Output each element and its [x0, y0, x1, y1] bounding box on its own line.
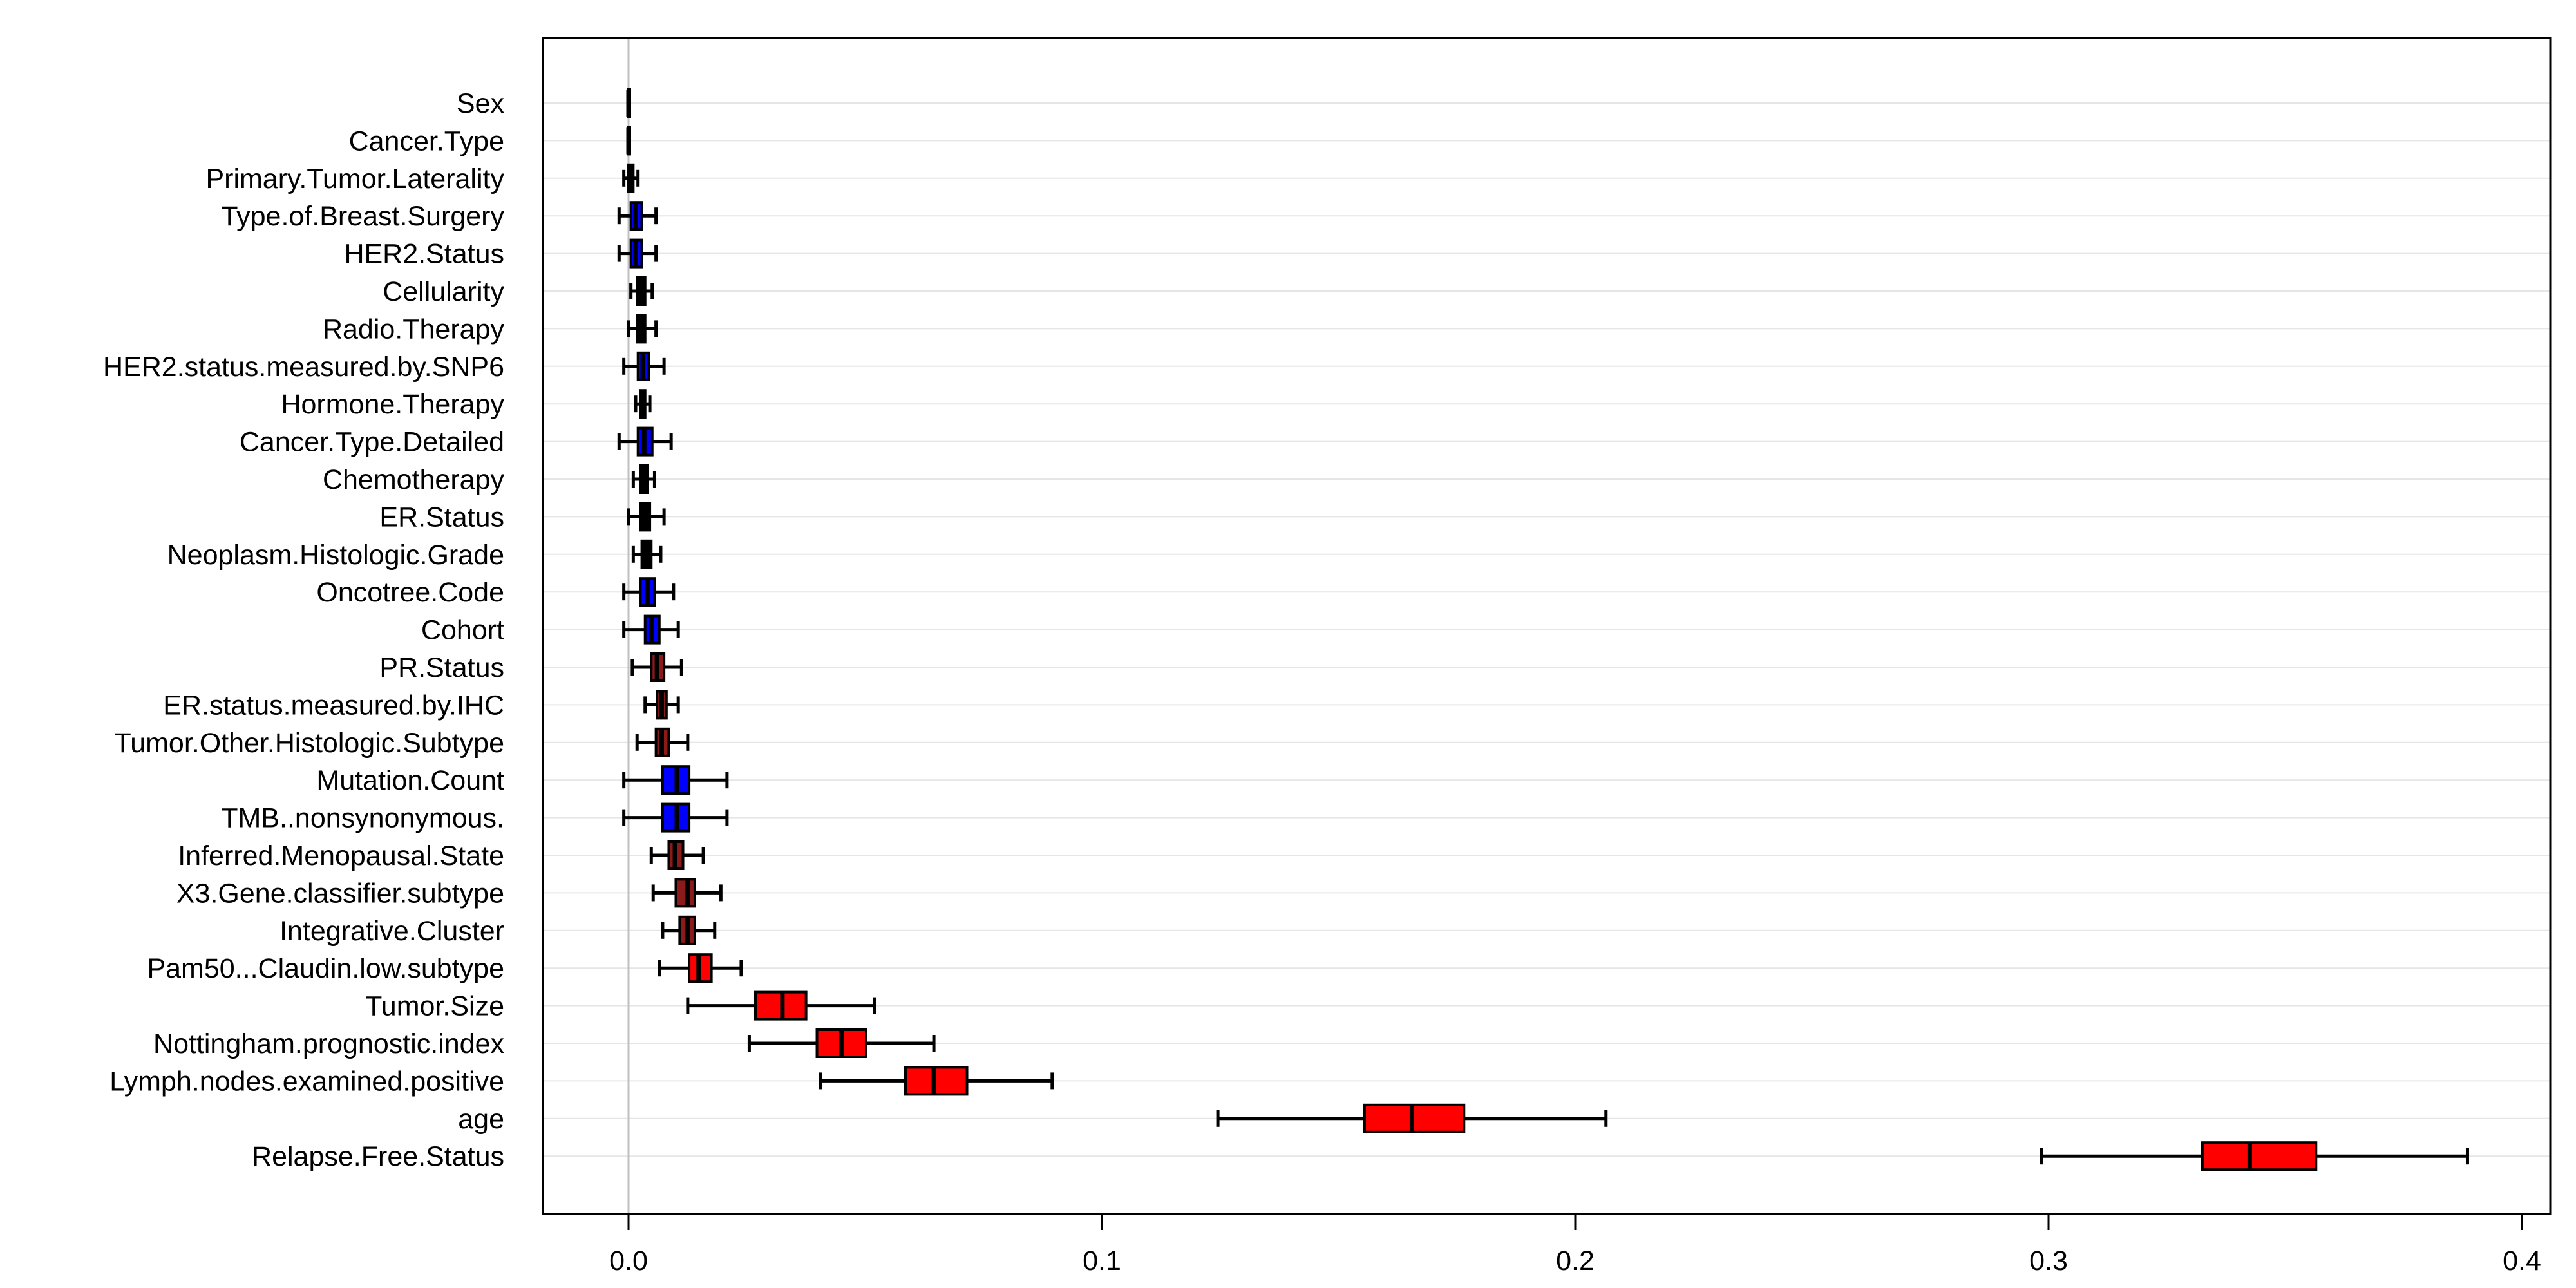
- category-label: ER.status.measured.by.IHC: [163, 690, 504, 721]
- box-tumor-size: [686, 990, 876, 1021]
- category-label: Hormone.Therapy: [281, 389, 504, 420]
- category-label: Cellularity: [383, 276, 504, 307]
- category-label: Lymph.nodes.examined.positive: [109, 1066, 504, 1097]
- category-label: Nottingham.prognostic.index: [153, 1028, 504, 1059]
- category-label: Type.of.Breast.Surgery: [221, 201, 504, 232]
- category-label: Cancer.Type: [349, 126, 504, 156]
- box-cancer-type-detailed: [617, 426, 673, 457]
- x-tick-label: 0.0: [609, 1245, 648, 1276]
- box-er-status-measured-by-ihc: [643, 690, 680, 720]
- x-tick-label: 0.3: [2029, 1245, 2068, 1276]
- box-cellularity: [629, 276, 654, 306]
- box-series: [617, 88, 2469, 1171]
- box-her2-status-measured-by-snp6: [622, 351, 666, 381]
- box-inferred-menopausal-state: [649, 840, 705, 870]
- box-relapse-free-status: [2040, 1141, 2469, 1171]
- grid-lines: [543, 102, 2550, 1157]
- category-label: Cohort: [421, 615, 504, 646]
- category-label: PR.Status: [379, 652, 504, 683]
- box-oncotree-code: [622, 577, 676, 607]
- category-label: Chemotherapy: [323, 464, 505, 495]
- box-integrative-cluster: [661, 915, 717, 945]
- category-label: Integrative.Cluster: [279, 916, 504, 947]
- category-label: HER2.Status: [344, 239, 504, 270]
- category-label: Oncotree.Code: [316, 577, 504, 608]
- category-label: Cancer.Type.Detailed: [240, 427, 504, 458]
- box-tmb-nonsynonymous-: [622, 802, 729, 833]
- box-nottingham-prognostic-index: [747, 1028, 936, 1058]
- x-axis: 0.0 0.1 0.2 0.3 0.4: [609, 1213, 2541, 1276]
- box-er-status: [627, 502, 666, 532]
- category-label: X3.Gene.classifier.subtype: [176, 878, 504, 909]
- x-tick-label: 0.2: [1556, 1245, 1595, 1276]
- box-type-of-breast-surgery: [617, 201, 658, 231]
- box-hormone-therapy: [634, 389, 652, 419]
- category-label: Radio.Therapy: [323, 314, 505, 345]
- box-neoplasm-histologic-grade: [631, 539, 663, 569]
- category-label: Relapse.Free.Status: [252, 1141, 504, 1172]
- box-pam50-claudin-low-subtype: [658, 953, 743, 983]
- box-sex: [626, 88, 631, 118]
- box-pr-status: [630, 652, 683, 682]
- category-label: Inferred.Menopausal.State: [178, 840, 504, 871]
- box-iqr: [904, 1066, 969, 1096]
- category-label: Neoplasm.Histologic.Grade: [167, 540, 504, 571]
- category-label: TMB..nonsynonymous.: [221, 803, 504, 834]
- box-her2-status: [617, 238, 658, 269]
- box-iqr: [1363, 1103, 1466, 1133]
- box-tumor-other-histologic-subtype: [635, 727, 690, 757]
- box-iqr: [674, 878, 696, 908]
- category-label: age: [458, 1104, 504, 1135]
- x-tick-label: 0.1: [1083, 1245, 1121, 1276]
- category-label: Tumor.Size: [365, 991, 504, 1022]
- box-mutation-count: [622, 765, 729, 795]
- category-label: Sex: [457, 88, 505, 119]
- category-label: Pam50...Claudin.low.subtype: [147, 953, 504, 984]
- category-label: ER.Status: [379, 502, 504, 533]
- box-cancer-type: [626, 126, 631, 156]
- box-lymph-nodes-examined-positive: [819, 1066, 1054, 1096]
- box-chemotherapy: [631, 464, 656, 494]
- box-primary-tumor-laterality: [622, 163, 640, 193]
- box-cohort: [622, 614, 680, 645]
- category-label: Primary.Tumor.Laterality: [205, 164, 504, 194]
- box-iqr: [2201, 1141, 2318, 1171]
- box-radio-therapy: [627, 314, 658, 344]
- category-label: Tumor.Other.Histologic.Subtype: [115, 728, 504, 759]
- x-tick-label: 0.4: [2503, 1245, 2541, 1276]
- box-age: [1216, 1103, 1608, 1133]
- category-label: HER2.status.measured.by.SNP6: [103, 352, 504, 383]
- box-x3-gene-classifier-subtype: [651, 878, 723, 908]
- category-label: Mutation.Count: [316, 765, 504, 796]
- category-labels: Sex Cancer.Type Primary.Tumor.Laterality Ty…: [103, 88, 504, 1172]
